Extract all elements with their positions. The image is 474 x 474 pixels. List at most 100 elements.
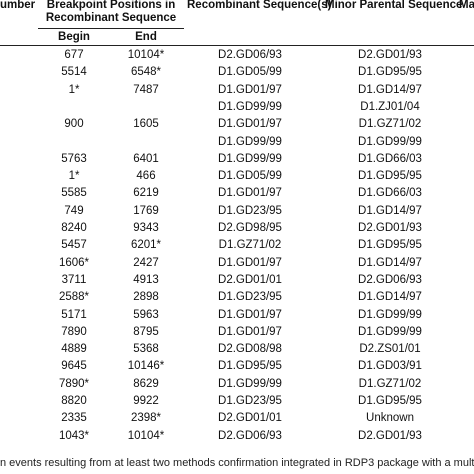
cell-begin: 5585 (61, 187, 87, 200)
cell-recombinant-sequence: D1.GD01/97 (218, 118, 282, 131)
cell-minor-parental-sequence: D2.GD01/93 (358, 222, 422, 234)
header-major-parental-fragment: Ma (459, 0, 474, 11)
cell-recombinant-sequence: D1.GD23/95 (218, 395, 282, 407)
cell-begin: 9645 (61, 360, 87, 373)
cell-recombinant-sequence: D2.GD01/01 (218, 273, 282, 286)
cell-begin: 5171 (61, 308, 87, 321)
table-row: 5763 6401 D1.GD99/99 D1.GD66/03 (0, 151, 474, 168)
cell-begin: 677 (64, 49, 84, 61)
cell-recombinant-sequence: D1.GD99/99 (218, 100, 282, 113)
cell-minor-parental-sequence: D1.GD66/03 (358, 152, 422, 165)
table-row: 4889 5368 D2.GD08/98 D2.ZS01/01 (0, 341, 474, 358)
cell-minor-parental-sequence: D1.GD99/99 (358, 135, 422, 148)
cell-minor-parental-sequence: D1.GD14/97 (358, 83, 422, 96)
cell-minor-parental-sequence: D1.GD14/97 (358, 291, 422, 304)
cell-recombinant-sequence: D1.GD99/99 (218, 135, 282, 148)
table-row: 2588* 2898 D1.GD23/95 D1.GD14/97 (0, 289, 474, 306)
table-row: 1606* 2427 D1.GD01/97 D1.GD14/97 (0, 255, 474, 272)
table-row: 5514 6548* D1.GD05/99 D1.GD95/95 (0, 64, 474, 81)
cell-end: 7487 (133, 83, 159, 96)
cell-recombinant-sequence: D1.GD01/97 (218, 256, 282, 269)
header-bottom-rule (0, 45, 474, 46)
cell-minor-parental-sequence: D2.ZS01/01 (359, 343, 421, 356)
header-begin: Begin (58, 31, 90, 43)
cell-begin: 4889 (61, 343, 87, 356)
cell-begin: 5457 (61, 239, 87, 252)
header-number: umber (0, 0, 36, 11)
cell-minor-parental-sequence: D1.GD66/03 (358, 187, 422, 200)
cell-recombinant-sequence: D2.GD01/01 (218, 412, 282, 425)
cell-begin: 7890* (58, 377, 90, 390)
table-row: 749 1769 D1.GD23/95 D1.GD14/97 (0, 203, 474, 220)
cell-minor-parental-sequence: D2.GD06/93 (358, 273, 422, 286)
cell-end: 9343 (133, 222, 159, 234)
header-breakpoint-positions: Breakpoint Positions in Recombinant Sequ… (45, 0, 177, 24)
cell-end: 6201* (130, 239, 162, 252)
cell-end: 9922 (133, 395, 159, 407)
cell-end: 6401 (133, 152, 159, 165)
cell-begin: 1606* (58, 256, 90, 269)
cell-recombinant-sequence: D1.GZ71/02 (218, 239, 282, 252)
cell-minor-parental-sequence: D1.GD95/95 (358, 66, 422, 79)
cell-recombinant-sequence: D1.GD99/99 (218, 377, 282, 390)
cell-end: 6548* (130, 66, 162, 79)
cell-end: 8629 (133, 377, 159, 390)
cell-begin: 5514 (61, 66, 87, 79)
cell-end: 10104* (127, 429, 165, 442)
cell-end: 1769 (133, 204, 159, 217)
header-minor-parental-sequence: Minor Parental Sequence (325, 0, 463, 11)
cell-recombinant-sequence: D1.GD23/95 (218, 204, 282, 217)
header-end: End (135, 31, 157, 43)
cell-begin: 1* (68, 83, 80, 96)
cell-end: 6219 (133, 187, 159, 200)
cell-minor-parental-sequence: D1.GD95/95 (358, 395, 422, 407)
cell-minor-parental-sequence: D2.GD01/93 (358, 49, 422, 61)
cell-end: 10146* (127, 360, 165, 373)
cell-end: 2398* (130, 412, 162, 425)
cell-begin: 2335 (61, 412, 87, 425)
cell-recombinant-sequence: D1.GD01/97 (218, 325, 282, 338)
cell-recombinant-sequence: D1.GD23/95 (218, 291, 282, 304)
cell-recombinant-sequence: D1.GD01/97 (218, 187, 282, 200)
cell-end: 4913 (133, 273, 159, 286)
cell-begin: 2588* (58, 291, 90, 304)
header-recombinant-sequences: Recombinant Sequence(s) (187, 0, 332, 11)
table-footnote: n events resulting from at least two met… (0, 457, 474, 469)
cell-begin: 5763 (61, 152, 87, 165)
table-row: 5585 6219 D1.GD01/97 D1.GD66/03 (0, 185, 474, 202)
cell-end: 5963 (133, 308, 159, 321)
cell-minor-parental-sequence: D1.ZJ01/04 (360, 100, 420, 113)
cell-recombinant-sequence: D2.GD98/95 (218, 222, 282, 234)
cell-end: 8795 (133, 325, 159, 338)
cell-minor-parental-sequence: D1.GD99/99 (358, 325, 422, 338)
cell-minor-parental-sequence: D1.GZ71/02 (358, 377, 422, 390)
breakpoint-header-rule (38, 28, 184, 29)
cell-begin: 3711 (61, 273, 87, 286)
cell-end: 1605 (133, 118, 159, 131)
cell-recombinant-sequence: D1.GD05/99 (218, 66, 282, 79)
table-row: 5171 5963 D1.GD01/97 D1.GD99/99 (0, 307, 474, 324)
cell-recombinant-sequence: D2.GD06/93 (218, 429, 282, 442)
cell-begin: 8820 (61, 395, 87, 407)
cell-end: 2898 (133, 291, 159, 304)
cell-recombinant-sequence: D2.GD08/98 (218, 343, 282, 356)
table-row: 2335 2398* D2.GD01/01 Unknown (0, 410, 474, 427)
table-row: 7890 8795 D1.GD01/97 D1.GD99/99 (0, 324, 474, 341)
cell-minor-parental-sequence: Unknown (366, 412, 414, 425)
cell-begin: 8240 (61, 222, 87, 234)
cell-begin: 7890 (61, 325, 87, 338)
cell-recombinant-sequence: D2.GD06/93 (218, 49, 282, 61)
table-row: 1043* 10104* D2.GD06/93 D2.GD01/93 (0, 428, 474, 445)
cell-begin: 1043* (58, 429, 90, 442)
table-row: 900 1605 D1.GD01/97 D1.GZ71/02 (0, 116, 474, 133)
cell-begin: 1* (68, 170, 80, 183)
cell-minor-parental-sequence: D1.GD99/99 (358, 308, 422, 321)
table-row: 5457 6201* D1.GZ71/02 D1.GD95/95 (0, 237, 474, 254)
cell-minor-parental-sequence: D1.GD95/95 (358, 239, 422, 252)
table-row: 8240 9343 D2.GD98/95 D2.GD01/93 (0, 220, 474, 237)
cell-end: 466 (136, 170, 156, 183)
cell-minor-parental-sequence: D1.GZ71/02 (358, 118, 422, 131)
cell-recombinant-sequence: D1.GD01/97 (218, 83, 282, 96)
table-row: 1* 466 D1.GD05/99 D1.GD95/95 (0, 168, 474, 185)
cell-recombinant-sequence: D1.GD05/99 (218, 170, 282, 183)
